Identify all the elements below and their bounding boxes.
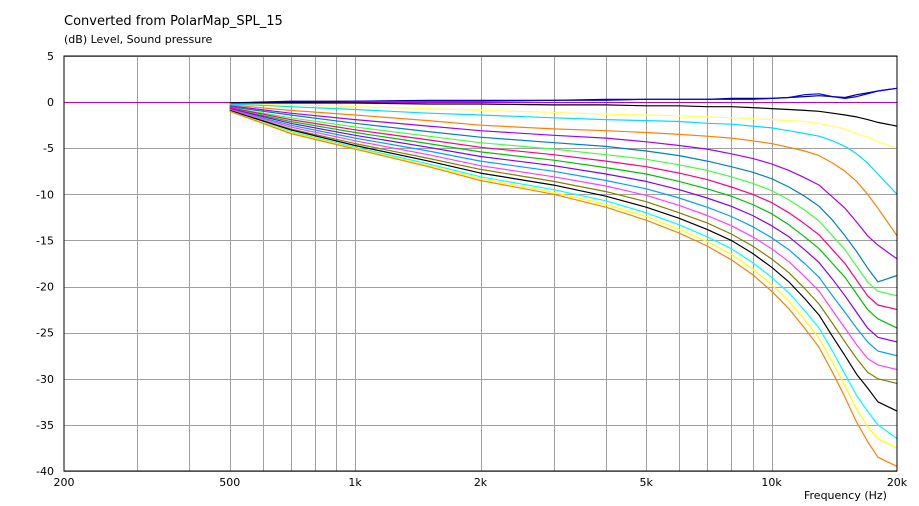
y-tick-label: -15	[36, 234, 54, 247]
x-tick-label: 500	[219, 476, 240, 489]
y-axis-label: (dB) Level, Sound pressure	[64, 33, 213, 46]
x-tick-label: 200	[54, 476, 75, 489]
series-line-19	[229, 110, 898, 467]
x-tick-label: 2k	[474, 476, 488, 489]
y-tick-label: -20	[36, 281, 54, 294]
y-tick-label: -40	[36, 465, 54, 478]
series-line-16	[229, 109, 898, 412]
y-tick-label: -35	[36, 419, 54, 432]
series-line-6	[229, 104, 898, 237]
series-line-18	[229, 110, 898, 449]
y-tick-label: 5	[47, 50, 54, 63]
chart-title: Converted from PolarMap_SPL_15	[64, 14, 283, 29]
x-tick-label: 1k	[348, 476, 362, 489]
series-line-8	[229, 106, 898, 283]
series-line-3	[229, 102, 898, 127]
series-line-14	[229, 108, 898, 371]
series-line-9	[229, 107, 898, 297]
series-line-13	[229, 108, 898, 357]
series-line-17	[229, 110, 898, 440]
y-tick-label: 0	[47, 96, 54, 109]
series-group	[229, 87, 898, 467]
series-line-4	[229, 103, 898, 149]
series-line-12	[229, 108, 898, 343]
y-tick-label: -10	[36, 188, 54, 201]
x-tick-label: 20k	[887, 476, 908, 489]
series-line-7	[229, 105, 898, 260]
series-line-5	[229, 103, 898, 195]
grid	[64, 56, 897, 472]
series-line-10	[229, 107, 898, 311]
x-axis-label: Frequency (Hz)	[804, 489, 887, 502]
series-line-1	[229, 87, 898, 104]
y-ticks: 5 0 -5 -10 -15 -20 -25 -30 -35 -40	[36, 50, 54, 478]
y-tick-label: -25	[36, 327, 54, 340]
x-tick-label: 10k	[761, 476, 782, 489]
y-tick-label: -5	[43, 142, 54, 155]
plot-frame	[63, 55, 898, 472]
y-tick-label: -30	[36, 373, 54, 386]
series-line-15	[229, 109, 898, 384]
x-tick-label: 5k	[640, 476, 654, 489]
x-ticks: 200 500 1k 2k 5k 10k 20k	[54, 476, 908, 489]
series-line-2	[229, 87, 898, 104]
series-line-11	[229, 108, 898, 329]
